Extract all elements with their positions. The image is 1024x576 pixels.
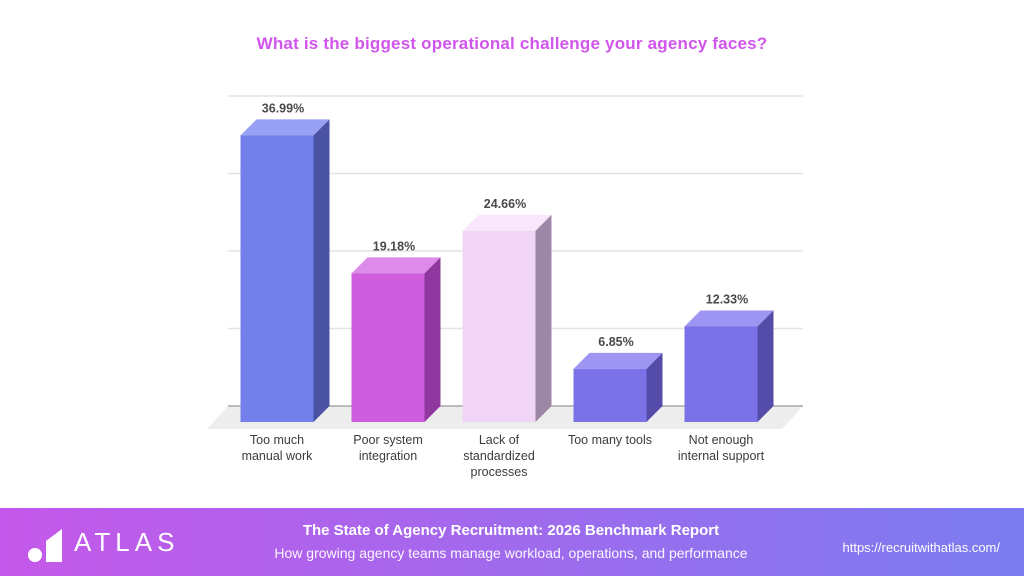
bar-side-face-2	[535, 214, 552, 422]
report-title: The State of Agency Recruitment: 2026 Be…	[302, 522, 720, 540]
category-label-1: Poor system integration	[353, 433, 422, 463]
bar-front-face-3	[573, 368, 647, 422]
bar-top-face-1	[351, 257, 441, 274]
atlas-logo-icon	[28, 529, 62, 562]
bar-front-face-0	[240, 135, 314, 422]
bar-top-face-3	[573, 352, 663, 369]
brand-logo: ATLAS	[0, 522, 179, 562]
bar-value-label-0: 36.99%	[262, 101, 304, 115]
bar-value-label-3: 6.85%	[598, 335, 633, 349]
bar-chart: 36.99% Too much manual work 19.18% Poor syst…	[207, 95, 803, 479]
website-url: https://recruitwithatlas.com/	[842, 539, 1001, 555]
bar-value-label-2: 24.66%	[484, 197, 526, 211]
bar-top-face-2	[462, 214, 552, 231]
footer-banner: ATLAS The State of Agency Recruitment: 2…	[0, 508, 1024, 576]
category-label-4: Not enough internal support	[678, 433, 765, 463]
brand-name: ATLAS	[74, 526, 180, 557]
category-label-2: Lack of standardized processes	[463, 433, 535, 479]
bar-front-face-2	[462, 230, 536, 422]
bar-side-face-1	[424, 257, 441, 422]
footer-text-block: The State of Agency Recruitment: 2026 Be…	[179, 521, 842, 562]
category-label-0: Too much manual work	[242, 433, 314, 463]
chart-title: What is the biggest operational challeng…	[256, 34, 768, 53]
category-label-3: Too many tools	[568, 433, 652, 447]
bar-side-face-0	[313, 119, 330, 422]
bar-top-face-0	[240, 119, 330, 136]
bar-top-face-4	[684, 310, 774, 327]
bar-side-face-4	[757, 310, 774, 422]
bar-value-label-4: 12.33%	[706, 292, 748, 306]
bar-front-face-1	[351, 273, 425, 422]
bar-front-face-4	[684, 326, 758, 422]
bar-value-label-1: 19.18%	[373, 239, 415, 253]
bar-side-face-3	[646, 352, 663, 422]
report-subtitle: How growing agency teams manage workload…	[274, 544, 748, 561]
